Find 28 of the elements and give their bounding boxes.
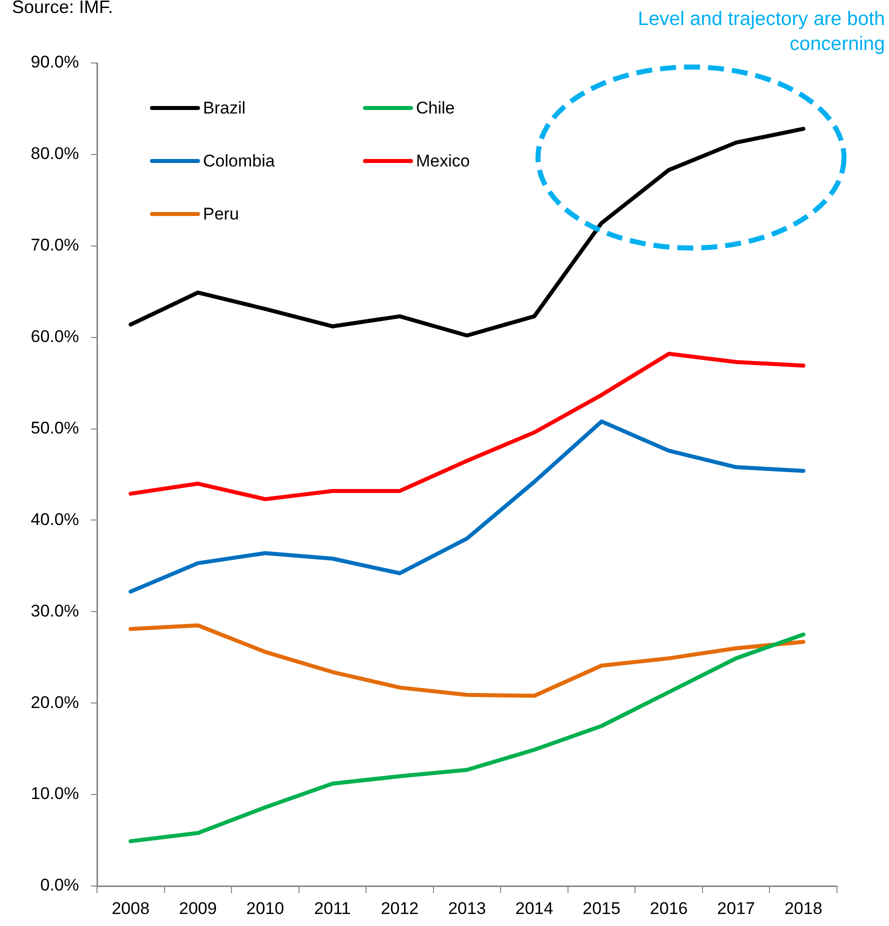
x-tick-label: 2010	[246, 898, 284, 918]
x-tick-label: 2009	[178, 898, 217, 918]
y-tick-label: 0.0%	[40, 876, 79, 895]
y-tick-label: 80.0%	[30, 144, 79, 164]
y-tick-label: 10.0%	[30, 784, 79, 804]
y-tick-label: 70.0%	[30, 236, 79, 255]
y-tick-label: 50.0%	[30, 418, 79, 438]
legend-label: Chile	[416, 98, 455, 118]
x-tick-label: 2011	[314, 898, 351, 918]
legend-label: Colombia	[203, 152, 276, 171]
legend-label: Peru	[203, 204, 239, 224]
legend-label: Brazil	[203, 98, 246, 118]
y-tick-label: 40.0%	[30, 510, 79, 529]
y-tick-label: 90.0%	[30, 52, 79, 72]
y-tick-label: 20.0%	[30, 692, 79, 712]
x-tick-label: 2018	[784, 898, 822, 918]
x-tick-label: 2012	[380, 898, 419, 918]
y-tick-label: 30.0%	[30, 601, 79, 620]
x-tick-label: 2014	[515, 898, 554, 918]
y-tick-label: 60.0%	[30, 327, 79, 346]
legend-label: Mexico	[416, 152, 470, 171]
x-tick-label: 2016	[650, 898, 688, 918]
x-tick-label: 2013	[448, 898, 486, 918]
x-tick-label: 2008	[112, 898, 150, 918]
text: Level and trajectory are both concerning	[636, 7, 885, 58]
x-tick-label: 2015	[582, 898, 620, 918]
x-tick-label: 2017	[717, 898, 756, 918]
source-note: Source: IMF.	[12, 0, 114, 19]
